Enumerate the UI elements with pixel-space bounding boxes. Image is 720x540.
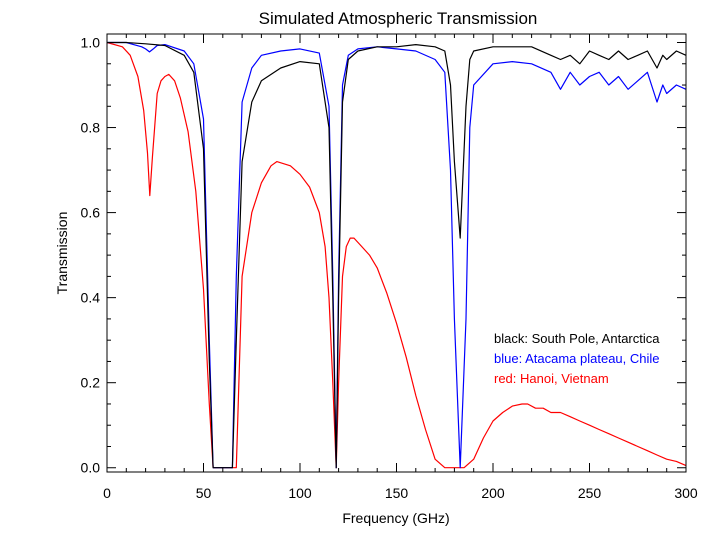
y-tick-label: 0.6 bbox=[81, 205, 101, 221]
x-tick-label: 200 bbox=[481, 485, 505, 501]
y-tick-label: 0.8 bbox=[81, 120, 101, 136]
x-tick-label: 250 bbox=[578, 485, 602, 501]
y-axis-label: Transmission bbox=[54, 212, 70, 295]
x-tick-label: 300 bbox=[674, 485, 698, 501]
legend-entry-0: black: South Pole, Antarctica bbox=[494, 331, 660, 346]
series-line-0 bbox=[107, 41, 687, 469]
x-tick-label: 50 bbox=[196, 485, 212, 501]
y-tick-label: 0.0 bbox=[81, 460, 101, 476]
x-tick-label: 100 bbox=[288, 485, 312, 501]
legend-entry-2: red: Hanoi, Vietnam bbox=[494, 371, 609, 386]
legend-entry-1: blue: Atacama plateau, Chile bbox=[494, 351, 660, 366]
y-tick-label: 1.0 bbox=[81, 35, 101, 51]
series-line-2 bbox=[106, 41, 687, 469]
plot-frame bbox=[106, 33, 687, 473]
chart-title: Simulated Atmospheric Transmission bbox=[259, 9, 538, 28]
x-tick-label: 150 bbox=[385, 485, 409, 501]
x-tick-label: 0 bbox=[103, 485, 111, 501]
series-line-1 bbox=[107, 41, 687, 469]
y-tick-label: 0.2 bbox=[81, 375, 101, 391]
x-axis-label: Frequency (GHz) bbox=[342, 510, 449, 526]
y-tick-label: 0.4 bbox=[81, 290, 101, 306]
